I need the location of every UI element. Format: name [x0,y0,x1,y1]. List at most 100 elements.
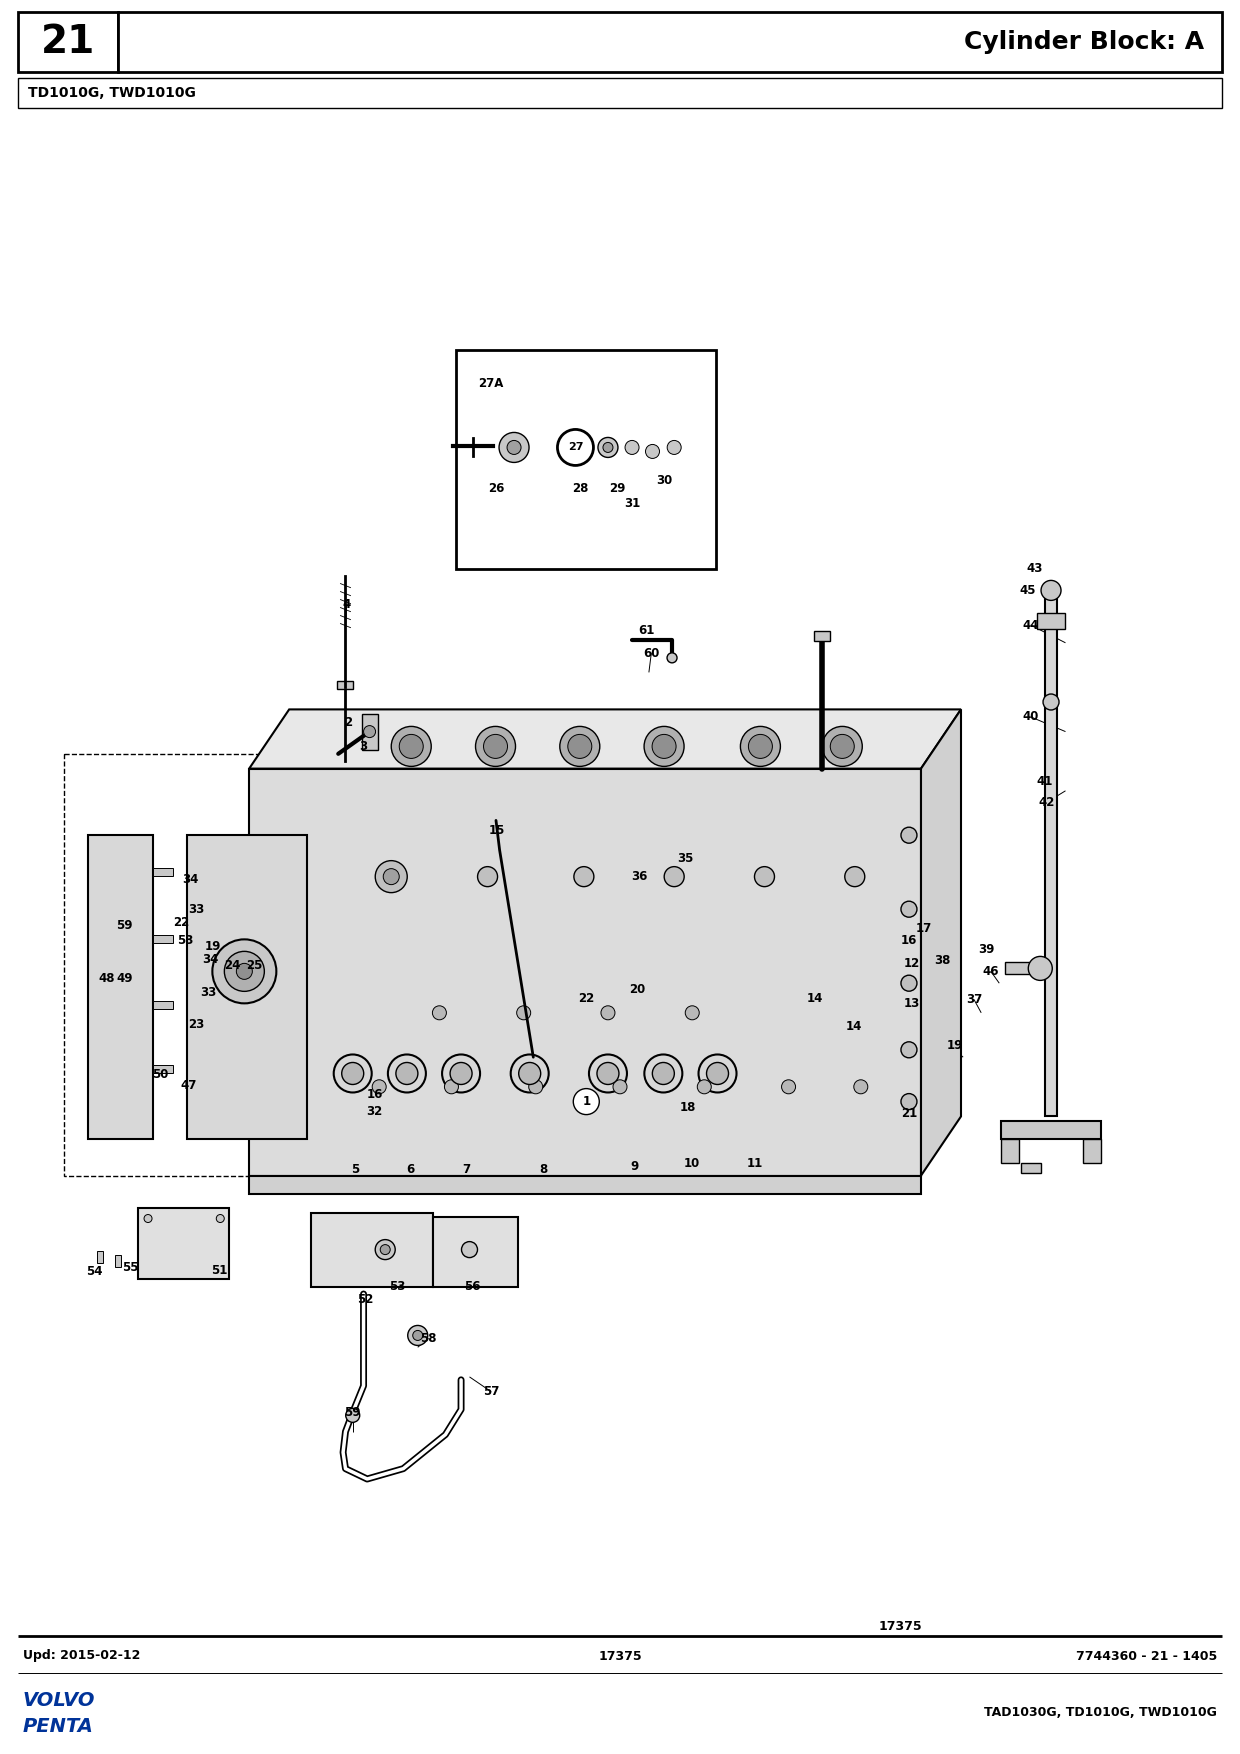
Text: 52: 52 [357,1293,373,1307]
Bar [153,868,172,877]
Text: 21: 21 [41,23,95,61]
Circle shape [574,866,594,886]
Text: 28: 28 [572,482,589,495]
Text: 33: 33 [200,986,216,998]
Text: 30: 30 [656,474,672,486]
Text: 19: 19 [205,940,221,952]
Circle shape [667,652,677,663]
Text: 53: 53 [389,1280,405,1293]
Text: 22: 22 [174,916,190,930]
Circle shape [528,1080,543,1094]
Text: 48: 48 [99,972,115,986]
Bar [19,77,1221,109]
Text: 56: 56 [464,1280,480,1293]
Bar [310,1212,434,1287]
Bar [1045,598,1056,1116]
Circle shape [224,951,264,991]
Text: 1: 1 [583,1094,590,1109]
Text: 17375: 17375 [598,1649,642,1663]
Bar [456,349,717,568]
Bar [337,681,353,689]
Text: 59: 59 [115,919,133,931]
Circle shape [399,735,423,758]
Text: 2: 2 [343,716,352,730]
Bar [88,835,153,1138]
Text: 32: 32 [366,1105,382,1119]
Text: 27: 27 [568,442,583,453]
Circle shape [573,1089,599,1114]
Text: 33: 33 [188,903,205,916]
Bar [153,935,172,944]
Circle shape [507,440,521,454]
Circle shape [754,866,775,886]
Text: 11: 11 [746,1158,763,1170]
Text: 36: 36 [631,870,647,884]
Bar [1083,1140,1101,1163]
Circle shape [749,735,773,758]
Text: 17375: 17375 [878,1619,921,1633]
Circle shape [475,726,516,766]
Circle shape [625,440,639,454]
Circle shape [413,1331,423,1340]
Circle shape [396,1063,418,1084]
Bar [1001,1121,1101,1140]
Text: 55: 55 [122,1261,138,1273]
Text: 31: 31 [624,496,640,510]
Bar [97,1251,103,1263]
Text: 18: 18 [680,1102,696,1114]
Circle shape [518,1063,541,1084]
Text: 39: 39 [978,942,994,956]
Text: 4: 4 [342,598,351,610]
Circle shape [652,735,676,758]
Polygon shape [921,709,961,1175]
Bar [362,714,377,749]
Circle shape [342,1063,363,1084]
Bar [186,835,308,1138]
Text: 40: 40 [1022,710,1039,723]
Circle shape [216,1214,224,1223]
Text: 29: 29 [609,482,626,495]
Circle shape [433,1005,446,1019]
Text: Cylinder Block: A: Cylinder Block: A [963,30,1204,54]
Circle shape [603,442,613,453]
Bar [1006,963,1040,975]
Text: 34: 34 [182,873,198,886]
Circle shape [408,1326,428,1345]
Text: 57: 57 [484,1386,500,1398]
Bar [153,1065,172,1073]
Text: 51: 51 [211,1265,227,1277]
Text: 61: 61 [639,624,655,637]
Circle shape [1043,695,1059,710]
Text: 59: 59 [345,1407,361,1419]
Text: 26: 26 [487,482,505,495]
Text: 58: 58 [420,1331,436,1345]
Circle shape [1028,956,1053,980]
Text: 38: 38 [935,954,951,968]
Text: 24: 24 [224,959,241,972]
Circle shape [646,444,660,458]
Circle shape [901,828,916,844]
Bar [1001,1140,1019,1163]
Text: 17: 17 [915,923,931,935]
Circle shape [644,726,684,766]
Circle shape [854,1080,868,1094]
Text: 25: 25 [246,959,262,972]
Circle shape [444,1080,459,1094]
Bar [139,1209,228,1279]
Bar [153,1002,172,1009]
Text: PENTA: PENTA [24,1717,94,1735]
Circle shape [698,1054,737,1093]
Circle shape [517,1005,531,1019]
Circle shape [477,866,497,886]
Circle shape [461,1242,477,1258]
Text: VOLVO: VOLVO [24,1691,95,1710]
Circle shape [596,1063,619,1084]
Text: 14: 14 [846,1019,862,1033]
Bar [63,754,259,1175]
Polygon shape [249,709,961,768]
Circle shape [443,1054,480,1093]
Text: 43: 43 [1025,563,1043,575]
Bar [434,1217,517,1287]
Text: 7: 7 [461,1163,470,1177]
Circle shape [665,866,684,886]
